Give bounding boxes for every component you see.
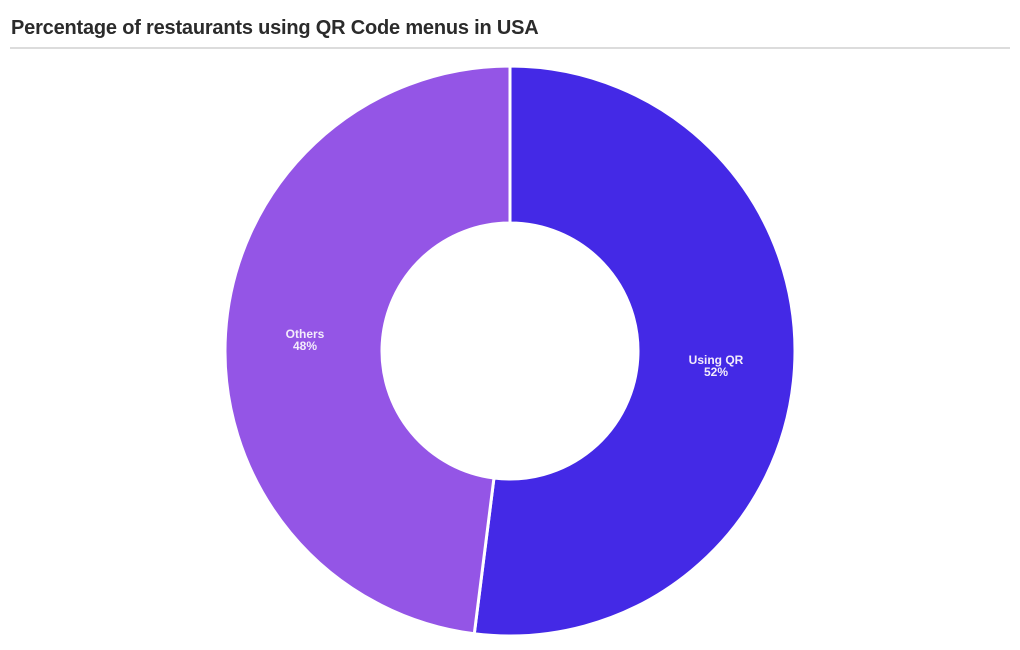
label-others-value: 48% xyxy=(293,339,317,353)
label-others-name: Others xyxy=(286,327,325,341)
slice-using-qr[interactable] xyxy=(472,64,797,638)
label-using-qr-value: 52% xyxy=(704,365,728,379)
label-using-qr-name: Using QR xyxy=(689,353,744,367)
title-divider xyxy=(10,47,1010,49)
slice-others[interactable] xyxy=(223,64,512,636)
chart-title: Percentage of restaurants using QR Code … xyxy=(11,17,539,39)
